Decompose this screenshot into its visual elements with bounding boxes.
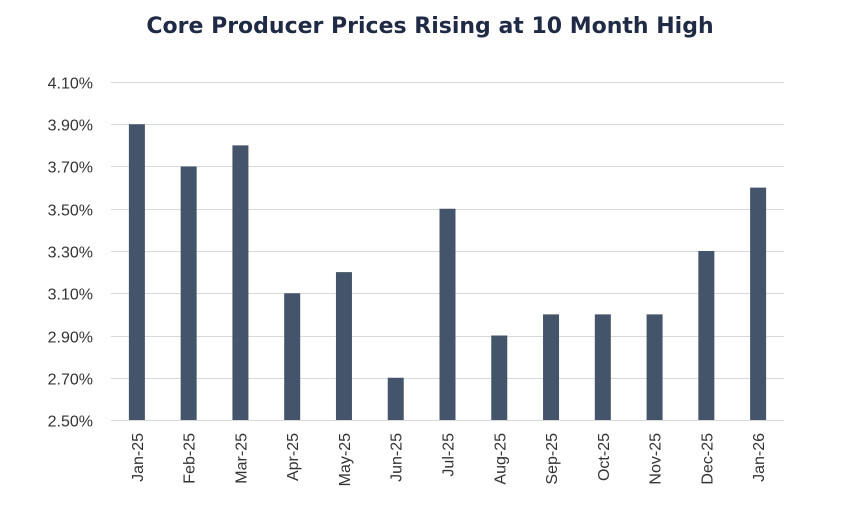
bar-dec-25 [698, 251, 715, 420]
bar-apr-25 [284, 293, 301, 420]
bars [128, 124, 767, 420]
bar-jun-25 [387, 377, 404, 420]
x-tick-label: Dec-25 [699, 433, 716, 485]
y-tick-label: 2.50% [48, 414, 93, 431]
x-tick-label: Apr-25 [285, 433, 302, 481]
y-tick-label: 3.70% [48, 160, 93, 177]
bar-jan-26 [750, 187, 767, 420]
bar-mar-25 [232, 145, 249, 420]
bar-may-25 [335, 272, 352, 420]
bar-sep-25 [543, 314, 560, 420]
y-tick-label: 3.30% [48, 245, 93, 262]
x-tick-label: Mar-25 [233, 433, 250, 484]
x-tick-label: Sep-25 [544, 433, 561, 485]
y-tick-label: 2.70% [48, 372, 93, 389]
x-tick-label: Oct-25 [596, 433, 613, 481]
x-tick-label: Nov-25 [648, 433, 665, 485]
bar-jul-25 [439, 208, 456, 420]
x-tick-label: Aug-25 [492, 433, 509, 485]
bar-jan-25 [128, 124, 145, 420]
y-tick-label: 3.10% [48, 287, 93, 304]
x-tick-label: Jan-26 [751, 433, 768, 482]
y-axis-tick-labels: 2.50% 2.70% 2.90% 3.10% 3.30% 3.50% 3.70% 3.90%… [48, 76, 93, 431]
chart-title: Core Producer Prices Rising at 10 Month … [146, 14, 713, 39]
x-tick-label: Jul-25 [441, 433, 458, 477]
y-tick-label: 2.90% [48, 330, 93, 347]
bar-nov-25 [646, 314, 663, 420]
x-tick-label: May-25 [337, 433, 354, 486]
y-tick-label: 3.90% [48, 118, 93, 135]
x-axis-tick-labels: Jan-25 Feb-25 Mar-25 Apr-25 May-25 Jun-25 Jul-… [130, 433, 768, 486]
y-tick-label: 4.10% [48, 76, 93, 93]
bar-oct-25 [594, 314, 611, 420]
y-tick-label: 3.50% [48, 203, 93, 220]
x-tick-label: Jun-25 [389, 433, 406, 482]
x-tick-label: Feb-25 [182, 433, 199, 484]
bar-aug-25 [491, 335, 508, 420]
bar-feb-25 [180, 166, 197, 420]
x-tick-label: Jan-25 [130, 433, 147, 482]
